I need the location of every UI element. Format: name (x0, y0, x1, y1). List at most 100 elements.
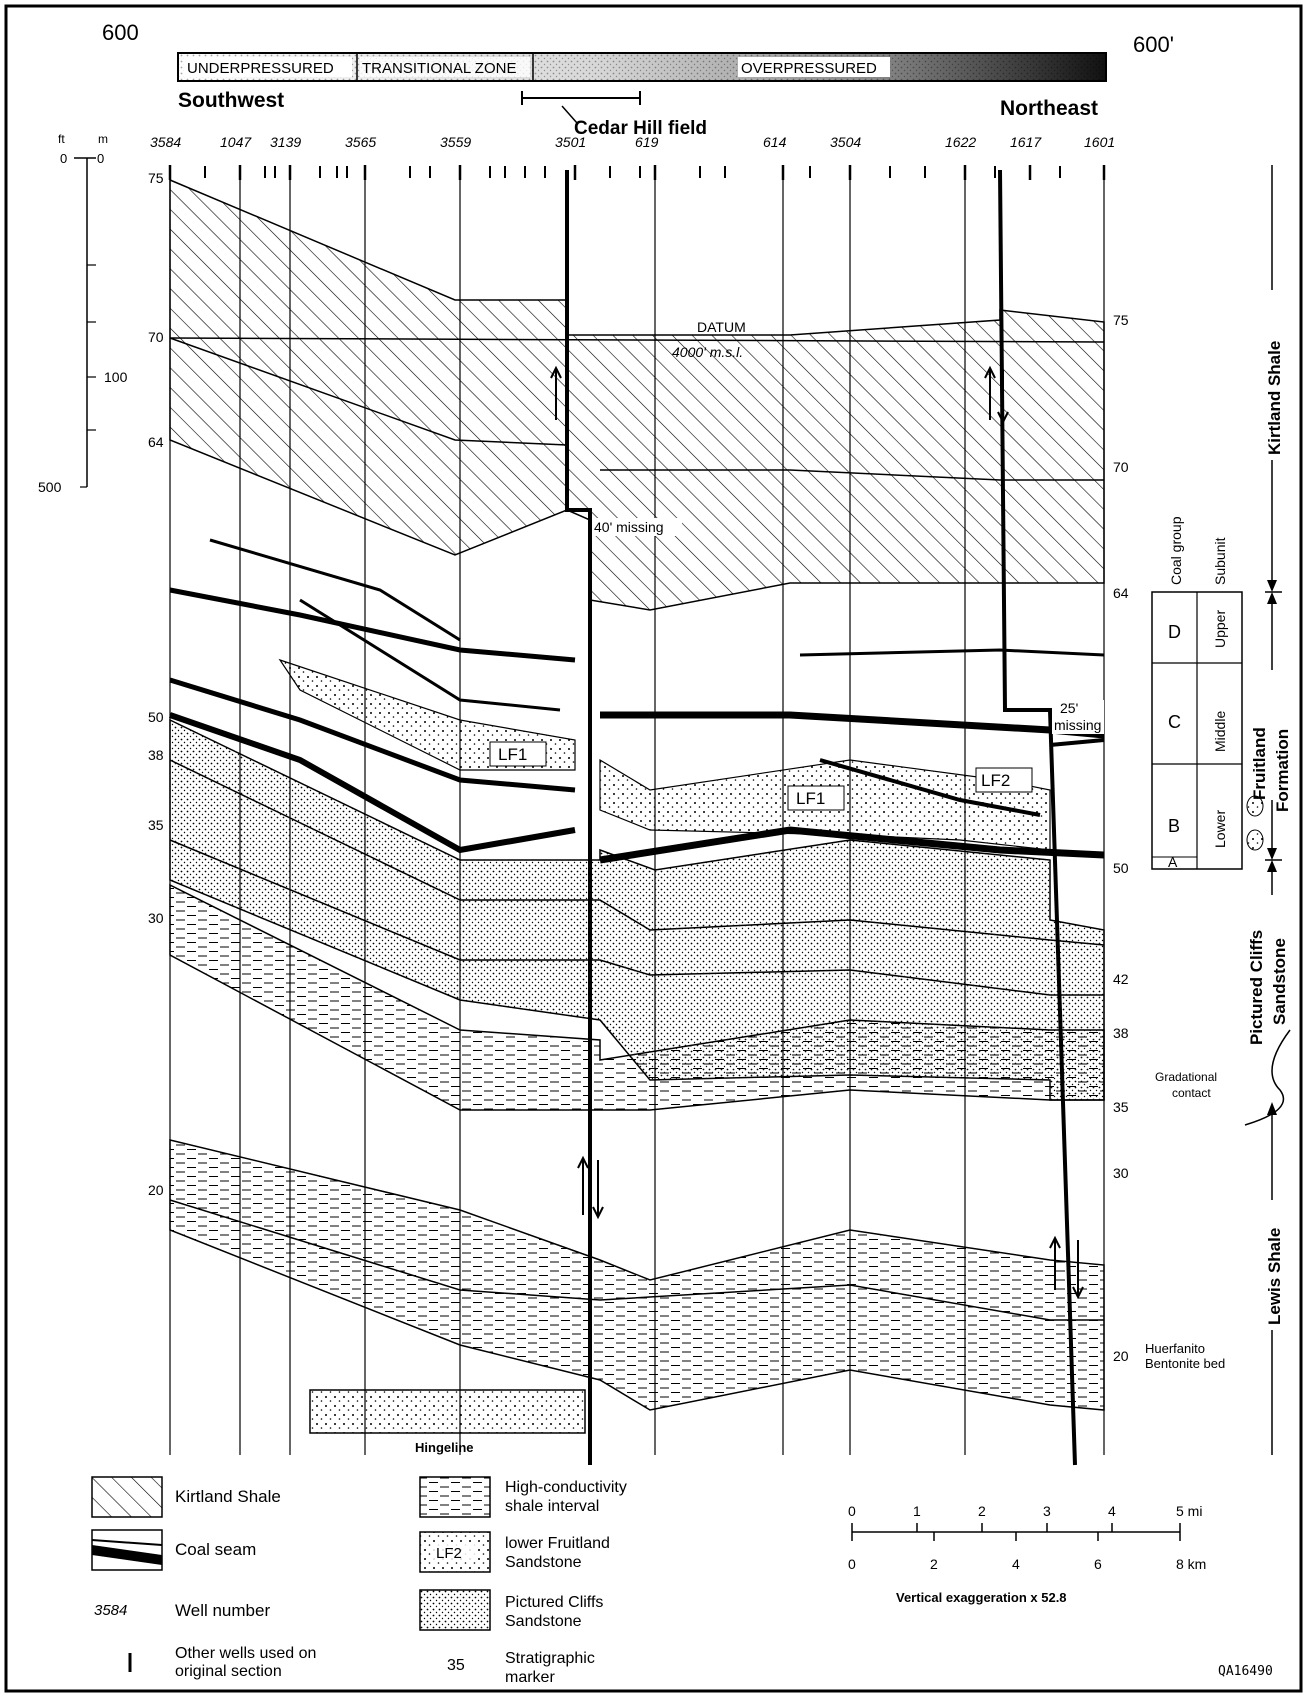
scale-mi-label: 1 (913, 1503, 921, 1519)
cedar-hill-bracket: Cedar Hill field (521, 91, 707, 139)
scale-km-label: 8 km (1176, 1556, 1206, 1572)
corner-label-right: 600' (1133, 32, 1174, 57)
legend-lf2-sample: LF2 (436, 1545, 462, 1562)
scale-100m: 100 (104, 369, 128, 385)
fault-west (565, 170, 592, 1465)
direction-southwest: Southwest (178, 89, 284, 112)
vertical-exaggeration-label: Vertical exaggeration x 52.8 (896, 1590, 1067, 1605)
subunit-lower: Lower (1212, 810, 1228, 848)
well-label: 3565 (345, 134, 376, 150)
coal-seam (599, 826, 1105, 864)
missing-25-sub: missing (1054, 717, 1101, 733)
direction-northeast: Northeast (1000, 97, 1098, 120)
figure-border (4, 4, 1303, 1693)
kirtland-shale-east (566, 309, 1105, 611)
well-label: 1617 (1010, 134, 1042, 150)
right-markers: 75 70 64 50 42 38 35 30 20 (1113, 312, 1129, 1364)
legend-pictured-label: Pictured Cliffs (505, 1594, 603, 1611)
coal-group-b: B (1168, 816, 1180, 836)
legend-highcond-swatch (419, 1476, 491, 1518)
right-marker-label: 35 (1113, 1099, 1129, 1115)
pictured-cliffs-label: Pictured Cliffs (1247, 930, 1266, 1045)
legend-well-number-sample: 3584 (94, 1602, 127, 1619)
scale-mi-label: 2 (978, 1503, 986, 1519)
formation-column: Kirtland Shale Fruitland Formation Pictu… (1244, 165, 1292, 1455)
missing-40-label: 40' missing (594, 519, 664, 535)
legend-highcond-label-2: shale interval (505, 1498, 599, 1515)
scale-m-label: m (98, 132, 108, 146)
right-marker-label: 20 (1113, 1348, 1129, 1364)
legend-pictured-label-2: Sandstone (505, 1613, 582, 1630)
left-marker-label: 20 (148, 1182, 164, 1198)
scale-km-label: 4 (1012, 1556, 1020, 1572)
kirtland-formation-label: Kirtland Shale (1265, 341, 1284, 455)
right-marker-label: 30 (1113, 1165, 1129, 1181)
transitional-label: TRANSITIONAL ZONE (362, 60, 516, 77)
cross-section: Hingeline DATUM 4000' m.s.l. 40' missing… (148, 169, 1225, 1466)
right-marker-label: 70 (1113, 459, 1129, 475)
coal-group-c: C (1168, 712, 1181, 732)
huerfanito-label: Huerfanito (1145, 1341, 1205, 1356)
legend-kirtland-swatch (91, 1476, 163, 1518)
legend-coal-label: Coal seam (175, 1540, 256, 1559)
contact-label: contact (1172, 1086, 1211, 1100)
well-label: 619 (635, 134, 659, 150)
datum-line (169, 337, 1105, 343)
well-label: 1047 (220, 134, 252, 150)
pressure-bar: UNDERPRESSURED TRANSITIONAL ZONE OVERPRE… (177, 52, 1107, 82)
bentonite-label: Bentonite bed (1145, 1356, 1225, 1371)
hingeline-label: Hingeline (415, 1440, 474, 1455)
underpressured-label: UNDERPRESSURED (187, 60, 334, 77)
scale-mi-label: 5 mi (1176, 1503, 1202, 1519)
coal-seams (169, 538, 1105, 864)
left-marker-label: 75 (148, 170, 164, 186)
marker-line (169, 337, 568, 446)
left-marker-label: 38 (148, 747, 164, 763)
legend-strat-label-2: marker (505, 1669, 555, 1686)
well-lines (169, 170, 1105, 1455)
scale-zero-m: 0 (97, 151, 104, 166)
fault-arrows (550, 365, 1084, 1300)
legend-pictured-swatch (419, 1589, 491, 1631)
scale-mi-label: 4 (1108, 1503, 1116, 1519)
other-well-ticks (204, 166, 1061, 178)
horizontal-scale-bar: Vertical exaggeration x 52.8 0 1 2 3 4 5 mi 0 2… (848, 1503, 1206, 1605)
coal-seam (799, 648, 1105, 657)
cedar-hill-label: Cedar Hill field (574, 118, 707, 139)
well-label: 1622 (945, 134, 976, 150)
missing-25-label: 25' (1060, 700, 1078, 716)
marker-line (169, 1199, 1104, 1321)
scale-ft-label: ft (58, 132, 65, 146)
left-marker-label: 64 (148, 434, 164, 450)
pictured-cliffs-label-2: Sandstone (1270, 938, 1289, 1025)
legend-other-wells-label-2: original section (175, 1663, 282, 1680)
coal-seam (819, 758, 1041, 817)
right-marker-label: 75 (1113, 312, 1129, 328)
left-marker-label: 30 (148, 910, 164, 926)
coal-group-d: D (1168, 622, 1181, 642)
lf1-ellipse-icon (1246, 795, 1264, 817)
corner-label-left: 600 (102, 20, 139, 45)
well-label: 3559 (440, 134, 471, 150)
well-label: 3504 (830, 134, 861, 150)
left-marker-label: 50 (148, 709, 164, 725)
well-labels: 3584 1047 3139 3565 3559 3501 619 614 3504 1622 16… (150, 134, 1115, 180)
coal-seam (1049, 738, 1105, 747)
high-conductivity-shale-lower (169, 1139, 1105, 1411)
lf2-label: LF2 (981, 771, 1010, 790)
legend: Kirtland Shale Coal seam 3584 Well numbe… (91, 1476, 627, 1686)
scale-zero-ft: 0 (60, 151, 67, 166)
fault-east (998, 169, 1077, 1466)
lf2-ellipse-icon (1246, 829, 1264, 851)
coal-group-header: Coal group (1168, 516, 1184, 585)
left-markers: 75 70 64 50 38 35 30 20 (148, 170, 164, 1198)
subunit-header: Subunit (1212, 537, 1228, 585)
coal-seam (169, 712, 576, 854)
well-label: 3139 (270, 134, 301, 150)
scale-km-label: 2 (930, 1556, 938, 1572)
overpressured-label: OVERPRESSURED (741, 60, 877, 77)
well-label: 614 (763, 134, 787, 150)
subunit-upper: Upper (1212, 610, 1228, 648)
msl-label: 4000' m.s.l. (672, 344, 743, 360)
